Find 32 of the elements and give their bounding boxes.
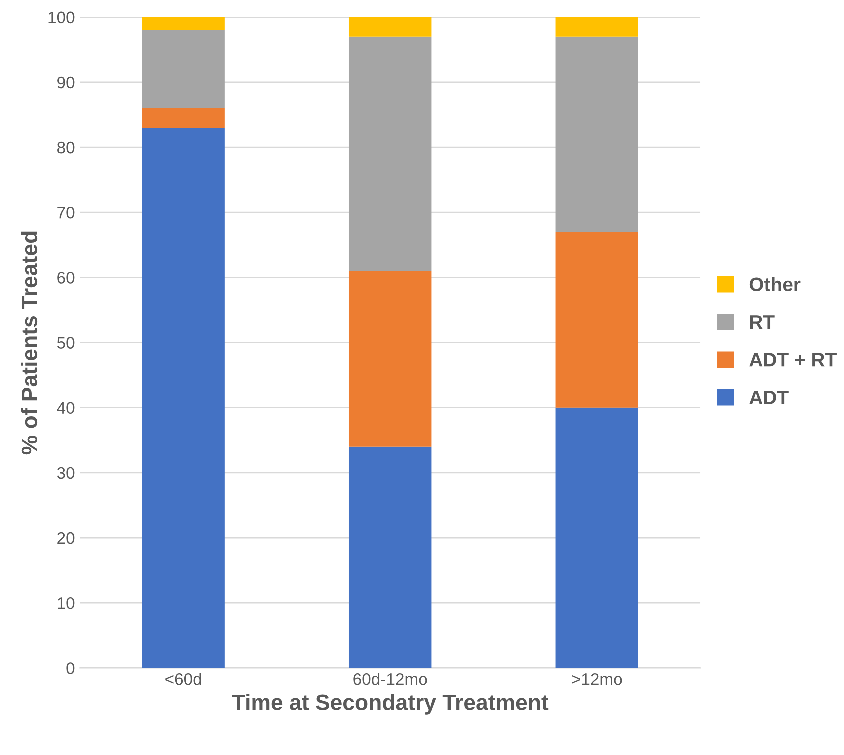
y-tick-label: 0 bbox=[66, 662, 75, 674]
y-tick-label: 10 bbox=[58, 597, 75, 610]
y-tick-label: 80 bbox=[58, 142, 75, 154]
y-axis-title: % of Patients Treated bbox=[21, 232, 38, 455]
y-tick-label: 70 bbox=[58, 207, 75, 219]
bar bbox=[556, 17, 638, 37]
x-tick-label: <60d bbox=[166, 673, 202, 686]
y-tick-label: 90 bbox=[58, 76, 75, 89]
bar bbox=[142, 108, 225, 128]
legend-label: Other bbox=[750, 277, 801, 292]
y-tick-label: 60 bbox=[58, 272, 75, 284]
legend-label: ADT bbox=[750, 390, 789, 404]
bar bbox=[348, 36, 432, 272]
bar bbox=[348, 17, 432, 37]
bar bbox=[142, 17, 225, 30]
x-tick-label: >12mo bbox=[572, 673, 622, 686]
x-tick-label: 60d-12mo bbox=[354, 673, 428, 686]
y-tick-label: 20 bbox=[58, 532, 75, 544]
bar bbox=[142, 30, 225, 108]
y-tick-label: 100 bbox=[48, 12, 75, 24]
bar bbox=[348, 271, 432, 447]
y-tick-label: 40 bbox=[57, 402, 75, 414]
y-tick-label: 50 bbox=[57, 337, 75, 349]
bar bbox=[556, 408, 638, 668]
bar bbox=[348, 446, 432, 668]
y-tick-label: 30 bbox=[57, 467, 75, 480]
bar bbox=[556, 232, 638, 408]
bar bbox=[142, 128, 225, 668]
x-axis-title: Time at Secondatry Treatment bbox=[232, 694, 549, 715]
legend-label: RT bbox=[750, 316, 775, 330]
legend-label: ADT + RT bbox=[750, 353, 837, 367]
bar bbox=[556, 36, 638, 232]
